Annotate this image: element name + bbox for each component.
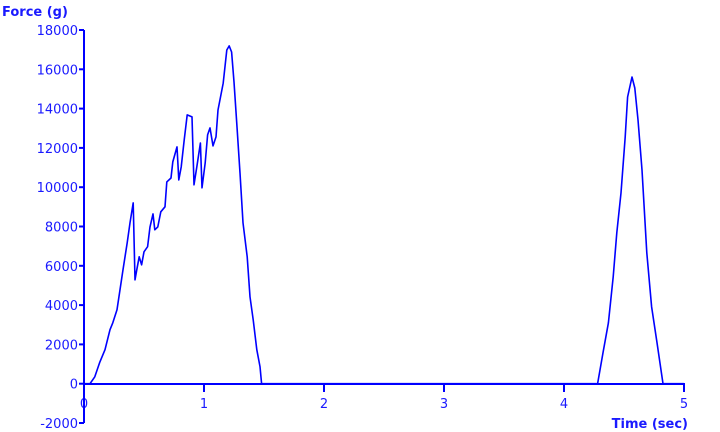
x-tick-label: 5 (680, 397, 688, 412)
y-tick-label: 4000 (45, 299, 78, 314)
y-tick-label: 2000 (45, 338, 78, 353)
x-axis-label: Time (sec) (612, 417, 688, 432)
y-tick-label: 6000 (45, 260, 78, 275)
series-line (84, 45, 684, 385)
y-tick-label: 0 (70, 378, 78, 393)
x-tick-label: 3 (440, 397, 448, 412)
y-tick-label: 12000 (37, 142, 78, 157)
x-tick-label: 2 (320, 397, 328, 412)
y-tick-label: 10000 (37, 181, 78, 196)
y-tick-label: 18000 (37, 24, 78, 39)
x-tick-label: 1 (200, 397, 208, 412)
y-tick-label: -2000 (40, 417, 78, 432)
y-tick-label: 14000 (37, 103, 78, 118)
y-tick-label: 16000 (37, 63, 78, 78)
y-tick-label: 8000 (45, 221, 78, 236)
x-tick-label: 4 (560, 397, 568, 412)
y-axis-label: Force (g) (2, 5, 68, 20)
